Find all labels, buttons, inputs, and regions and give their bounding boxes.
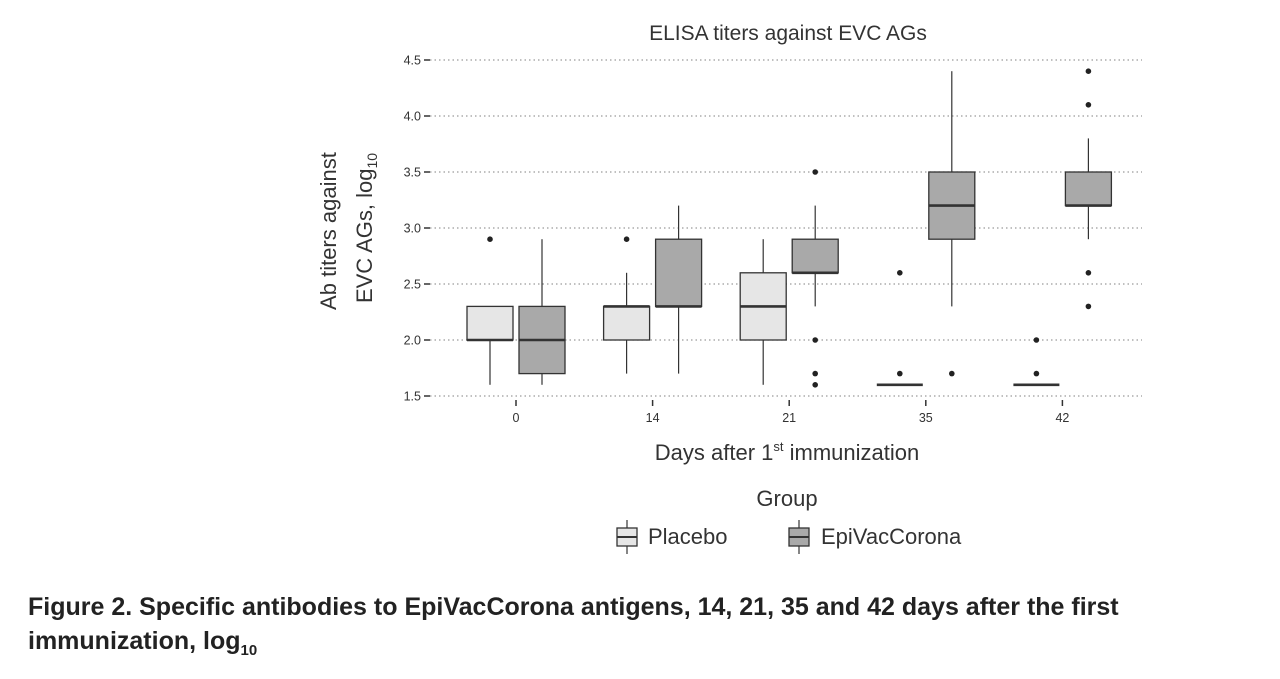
y-tick-label: 3.5 <box>404 166 421 180</box>
legend-key-placebo <box>616 520 638 554</box>
outlier-point <box>1085 68 1092 74</box>
outlier-point <box>1085 303 1092 310</box>
outlier-point <box>812 169 818 175</box>
x-tick-label: 14 <box>646 411 660 425</box>
y-axis-label-line1: Ab titers against <box>316 152 341 310</box>
y-tick-label: 2.5 <box>404 278 421 292</box>
y-axis-label-subscript: 10 <box>364 153 380 169</box>
box-body <box>466 305 514 341</box>
box-body <box>654 238 703 308</box>
x-axis: 0 14 21 35 42 <box>513 400 1069 425</box>
y-axis-label-line2: EVC AGs, log <box>352 169 377 304</box>
legend-key-epivaccorona <box>788 520 810 554</box>
x-tick-label: 21 <box>782 411 796 425</box>
figure-caption: Figure 2. Specific antibodies to EpiVacC… <box>28 590 1258 668</box>
y-tick-label: 2.0 <box>404 334 421 348</box>
x-tick-label: 0 <box>513 411 520 425</box>
box-placebo-day-14 <box>602 236 651 374</box>
x-axis-label-main: Days after 1 <box>655 440 774 465</box>
y-tick-label: 4.0 <box>404 110 421 124</box>
legend-item-placebo: Placebo <box>616 520 728 554</box>
legend-title: Group <box>756 486 817 511</box>
outlier-point <box>949 370 955 377</box>
box-body <box>791 238 839 274</box>
box-epivaccorona-day-42 <box>1064 68 1113 310</box>
outlier-point <box>897 270 903 276</box>
legend-item-epivaccorona: EpiVacCorona <box>788 520 962 554</box>
box-epivaccorona-day-14 <box>654 205 703 374</box>
legend-label-epivaccorona: EpiVacCorona <box>821 524 962 549</box>
x-tick-label: 35 <box>919 411 933 425</box>
box-series <box>466 68 1113 388</box>
outlier-point <box>1085 102 1092 108</box>
box-epivaccorona-day-35 <box>928 71 976 377</box>
y-tick-label: 1.5 <box>404 390 421 404</box>
outlier-point <box>487 236 493 242</box>
y-axis: 1.5 2.0 2.5 3.0 3.5 4.0 4.5 <box>404 54 430 404</box>
caption-text: Figure 2. Specific antibodies to EpiVacC… <box>28 593 1119 655</box>
outlier-point <box>623 236 630 242</box>
x-axis-label: Days after 1st immunization <box>655 439 919 465</box>
legend-label-placebo: Placebo <box>648 524 728 549</box>
outlier-point <box>812 382 818 388</box>
box-body <box>602 305 651 341</box>
outlier-point <box>1085 270 1092 276</box>
x-axis-label-superscript: st <box>773 439 784 454</box>
box-placebo-day-21 <box>739 239 787 385</box>
outlier-point <box>1033 370 1040 377</box>
box-epivaccorona-day-0 <box>518 239 566 385</box>
box-placebo-day-35 <box>876 270 923 387</box>
chart-title: ELISA titers against EVC AGs <box>649 22 927 45</box>
box-placebo-day-42 <box>1013 337 1060 387</box>
box-epivaccorona-day-21 <box>791 169 839 388</box>
box-placebo-day-0 <box>466 236 514 385</box>
boxplot-chart: ELISA titers against EVC AGs 1.5 2.0 2.5 3.… <box>316 22 1142 554</box>
caption-subscript: 10 <box>240 642 258 659</box>
y-axis-label: Ab titers against EVC AGs, log10 <box>316 146 380 310</box>
outlier-point <box>1033 337 1040 343</box>
outlier-point <box>812 370 818 377</box>
box-body <box>1064 171 1113 207</box>
y-tick-label: 4.5 <box>404 54 421 68</box>
x-axis-label-tail: immunization <box>784 440 920 465</box>
x-tick-label: 42 <box>1055 411 1069 425</box>
outlier-point <box>897 370 903 377</box>
outlier-point <box>812 337 818 343</box>
y-tick-label: 3.0 <box>404 222 421 236</box>
